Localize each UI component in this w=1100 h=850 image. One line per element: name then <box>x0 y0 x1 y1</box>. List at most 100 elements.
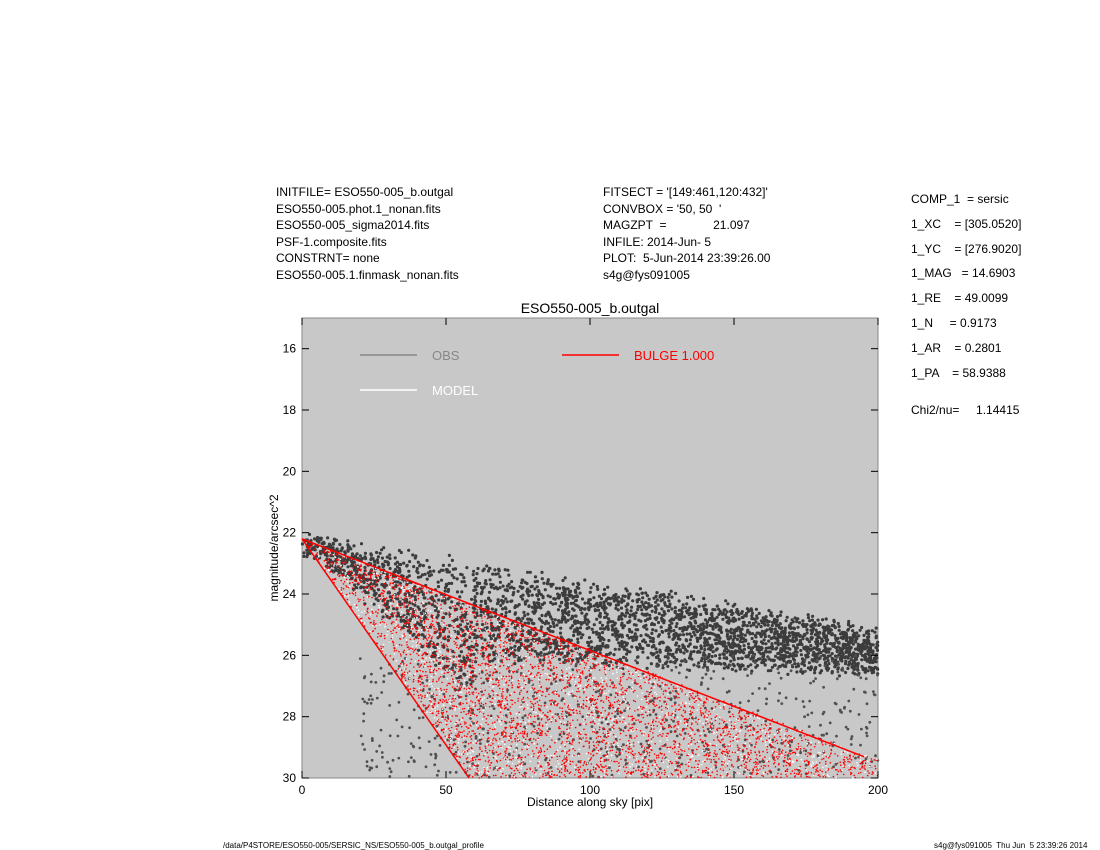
obs-point <box>755 647 759 652</box>
model-point <box>580 677 582 680</box>
obs-point <box>669 697 673 701</box>
model-point <box>582 703 584 705</box>
obs-point <box>811 626 816 630</box>
obs-point <box>758 648 762 652</box>
obs-point <box>583 607 587 611</box>
obs-point <box>473 598 477 602</box>
model-point <box>413 623 416 626</box>
model-point <box>465 647 468 649</box>
obs-point <box>750 617 754 621</box>
obs-point <box>678 648 683 652</box>
obs-point <box>548 595 552 599</box>
obs-point <box>796 643 800 647</box>
obs-point <box>568 684 572 687</box>
model-point <box>508 679 511 682</box>
obs-point <box>742 647 747 651</box>
obs-point <box>737 617 741 621</box>
model-point <box>471 661 474 664</box>
model-point <box>605 742 608 744</box>
model-point <box>753 732 756 734</box>
model-point <box>767 765 770 767</box>
obs-point <box>397 664 401 668</box>
obs-point <box>395 718 399 722</box>
obs-point <box>587 598 591 602</box>
obs-point <box>574 646 578 651</box>
obs-point <box>346 565 350 569</box>
obs-point <box>799 653 804 657</box>
model-point <box>480 723 482 726</box>
model-point <box>859 768 861 770</box>
obs-point <box>862 633 866 638</box>
obs-point <box>828 721 832 725</box>
obs-point <box>580 611 584 615</box>
model-point <box>604 668 606 671</box>
obs-point <box>738 667 742 671</box>
obs-point <box>446 587 451 592</box>
right-line: 1_YC = [276.9020] <box>911 241 1022 256</box>
model-point <box>520 775 523 777</box>
obs-point <box>706 631 710 635</box>
obs-point <box>491 633 495 638</box>
model-point <box>443 672 446 675</box>
model-point <box>472 693 474 695</box>
model-point <box>798 771 801 774</box>
obs-point <box>597 614 601 618</box>
model-point <box>496 715 499 717</box>
obs-point <box>776 656 780 660</box>
model-point <box>530 716 532 718</box>
model-point <box>528 648 530 650</box>
obs-point <box>864 631 869 635</box>
obs-point <box>697 661 701 665</box>
obs-point <box>530 584 534 588</box>
model-point <box>766 745 769 748</box>
obs-point <box>518 585 522 589</box>
model-point <box>468 705 471 707</box>
model-point <box>628 756 631 758</box>
obs-point <box>620 645 624 649</box>
obs-point <box>405 605 409 609</box>
model-point <box>595 680 598 683</box>
obs-point <box>397 700 401 704</box>
obs-point <box>543 588 547 592</box>
obs-point <box>784 662 788 666</box>
model-point <box>666 766 669 768</box>
data-points-layer <box>300 532 880 779</box>
obs-point <box>759 652 763 656</box>
obs-point <box>613 715 617 718</box>
obs-point <box>844 725 848 729</box>
model-point <box>531 702 533 705</box>
obs-point <box>813 622 817 626</box>
model-point <box>782 765 785 767</box>
obs-point <box>526 617 530 621</box>
obs-point <box>596 646 600 651</box>
obs-point <box>644 591 648 595</box>
obs-point <box>479 742 482 745</box>
obs-point <box>779 633 783 637</box>
obs-point <box>363 700 366 704</box>
obs-point <box>491 704 494 708</box>
obs-point <box>636 607 640 612</box>
model-point <box>812 766 815 769</box>
obs-point <box>513 605 517 610</box>
obs-point <box>418 746 422 750</box>
obs-point <box>608 706 611 710</box>
model-point <box>427 637 430 639</box>
obs-point <box>713 617 717 621</box>
obs-point <box>511 638 515 642</box>
model-point <box>476 708 479 711</box>
model-point <box>476 767 479 770</box>
obs-point <box>632 623 637 627</box>
model-point <box>790 772 792 775</box>
model-point <box>634 669 637 672</box>
model-point <box>589 721 592 724</box>
obs-point <box>847 699 851 703</box>
obs-point <box>827 631 831 635</box>
obs-point <box>472 652 476 656</box>
obs-point <box>847 619 851 624</box>
model-point <box>572 719 574 722</box>
obs-point <box>654 617 658 622</box>
model-point <box>756 758 759 761</box>
model-point <box>526 734 528 736</box>
obs-point <box>863 690 866 694</box>
obs-point <box>659 593 663 597</box>
